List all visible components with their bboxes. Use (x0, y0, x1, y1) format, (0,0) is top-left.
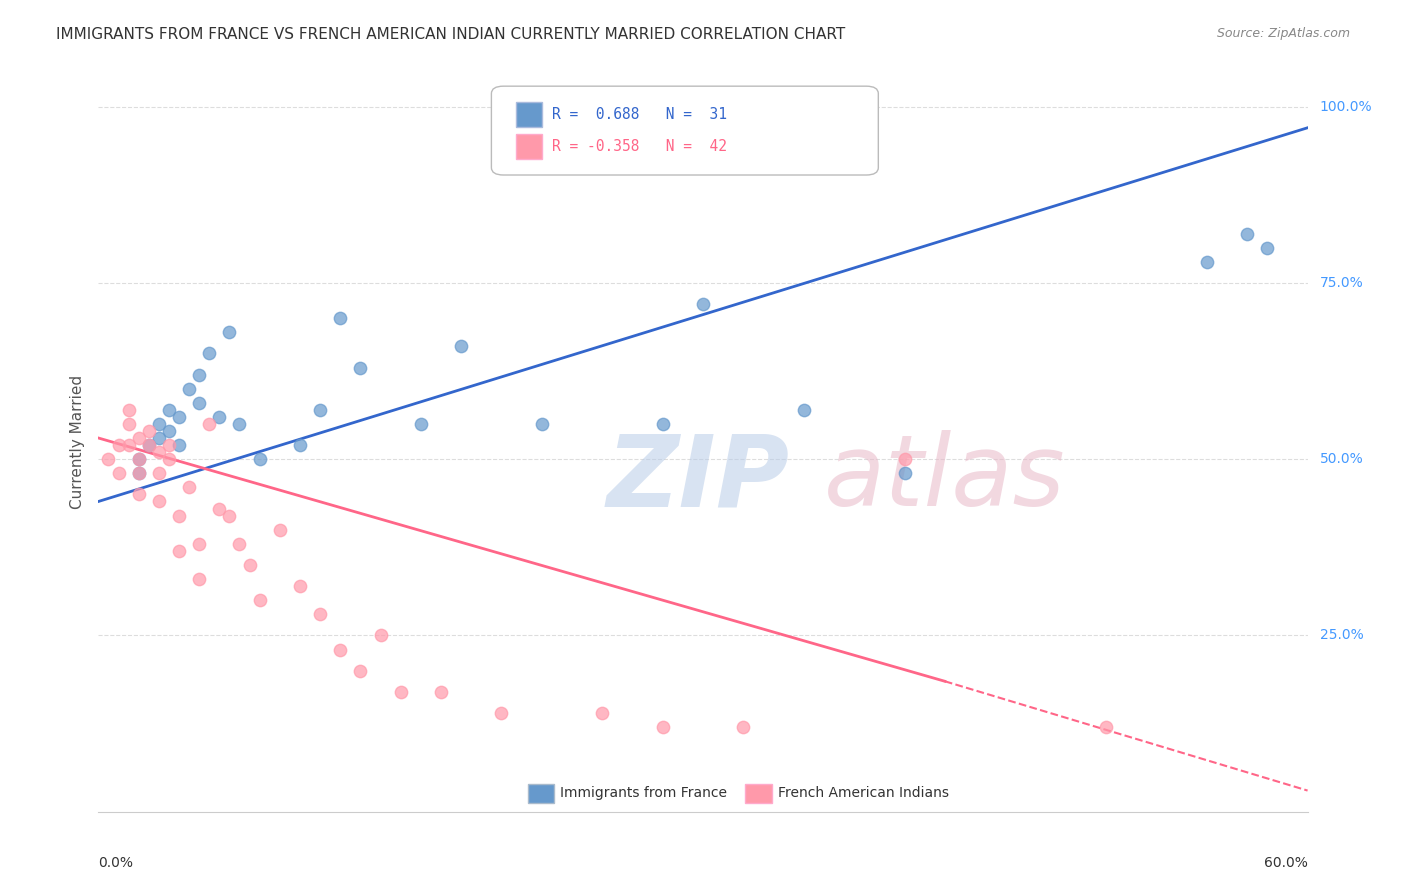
Point (198, 417, 221, 431)
Point (128, 467, 150, 481)
Point (167, 544, 190, 558)
Point (249, 452, 271, 467)
Point (148, 467, 170, 481)
Point (218, 325, 240, 339)
Text: 50.0%: 50.0% (1320, 452, 1364, 467)
Point (491, 706, 513, 720)
Bar (516, 135, 543, 159)
Text: 75.0%: 75.0% (1320, 276, 1364, 290)
Point (188, 572, 211, 586)
Point (167, 409, 190, 424)
Point (148, 431, 170, 445)
Point (179, 382, 201, 396)
Point (179, 480, 201, 494)
Point (157, 402, 180, 417)
Point (430, 685, 453, 699)
Point (138, 438, 160, 452)
Point (349, 664, 371, 678)
Point (349, 360, 371, 375)
Point (208, 501, 231, 516)
Point (218, 508, 240, 523)
Point (138, 424, 160, 438)
FancyBboxPatch shape (492, 87, 879, 175)
Point (1095, 720, 1118, 734)
Point (309, 402, 332, 417)
Point (208, 409, 231, 424)
Text: R = -0.358   N =  42: R = -0.358 N = 42 (551, 139, 727, 154)
Point (167, 438, 190, 452)
Point (409, 417, 432, 431)
Point (530, 417, 553, 431)
Text: atlas: atlas (824, 430, 1066, 527)
Text: 60.0%: 60.0% (1264, 856, 1308, 870)
Point (370, 628, 392, 642)
Point (692, 297, 714, 311)
Point (269, 523, 291, 537)
Point (188, 368, 211, 382)
Point (288, 579, 311, 593)
Point (107, 438, 129, 452)
Text: 0.0%: 0.0% (98, 856, 134, 870)
Point (118, 417, 141, 431)
Point (651, 720, 673, 734)
Point (1236, 227, 1258, 241)
Point (893, 467, 915, 481)
Bar (527, 784, 554, 803)
Point (107, 467, 129, 481)
Point (128, 467, 150, 481)
Y-axis label: Currently Married: Currently Married (69, 375, 84, 508)
Text: French American Indians: French American Indians (778, 786, 949, 800)
Point (118, 402, 141, 417)
Point (157, 424, 180, 438)
Point (733, 720, 755, 734)
Point (148, 494, 170, 508)
Point (329, 311, 352, 326)
Point (138, 438, 160, 452)
Point (157, 452, 180, 467)
Point (128, 452, 150, 467)
Point (651, 417, 673, 431)
Text: 25.0%: 25.0% (1320, 629, 1364, 642)
Point (1256, 241, 1278, 255)
Point (148, 417, 170, 431)
Point (188, 537, 211, 551)
Point (97, 452, 120, 467)
Point (793, 402, 815, 417)
Point (128, 431, 150, 445)
Point (288, 438, 311, 452)
Point (591, 706, 613, 720)
Point (188, 396, 211, 410)
Point (228, 417, 250, 431)
Point (239, 558, 262, 572)
Point (309, 607, 332, 622)
Text: 100.0%: 100.0% (1320, 100, 1372, 113)
Point (167, 508, 190, 523)
Text: IMMIGRANTS FROM FRANCE VS FRENCH AMERICAN INDIAN CURRENTLY MARRIED CORRELATION C: IMMIGRANTS FROM FRANCE VS FRENCH AMERICA… (56, 27, 845, 42)
Point (198, 346, 221, 360)
Text: ZIP: ZIP (606, 430, 789, 527)
Point (128, 452, 150, 467)
Point (389, 685, 412, 699)
Point (118, 438, 141, 452)
Bar (516, 103, 543, 127)
Text: Source: ZipAtlas.com: Source: ZipAtlas.com (1216, 27, 1350, 40)
Point (1195, 254, 1218, 268)
Point (893, 452, 915, 467)
Point (329, 642, 352, 657)
Bar (745, 784, 772, 803)
Point (228, 537, 250, 551)
Point (128, 487, 150, 501)
Point (148, 445, 170, 459)
Text: Immigrants from France: Immigrants from France (561, 786, 727, 800)
Point (450, 339, 472, 353)
Point (157, 438, 180, 452)
Text: R =  0.688   N =  31: R = 0.688 N = 31 (551, 107, 727, 122)
Point (249, 593, 271, 607)
